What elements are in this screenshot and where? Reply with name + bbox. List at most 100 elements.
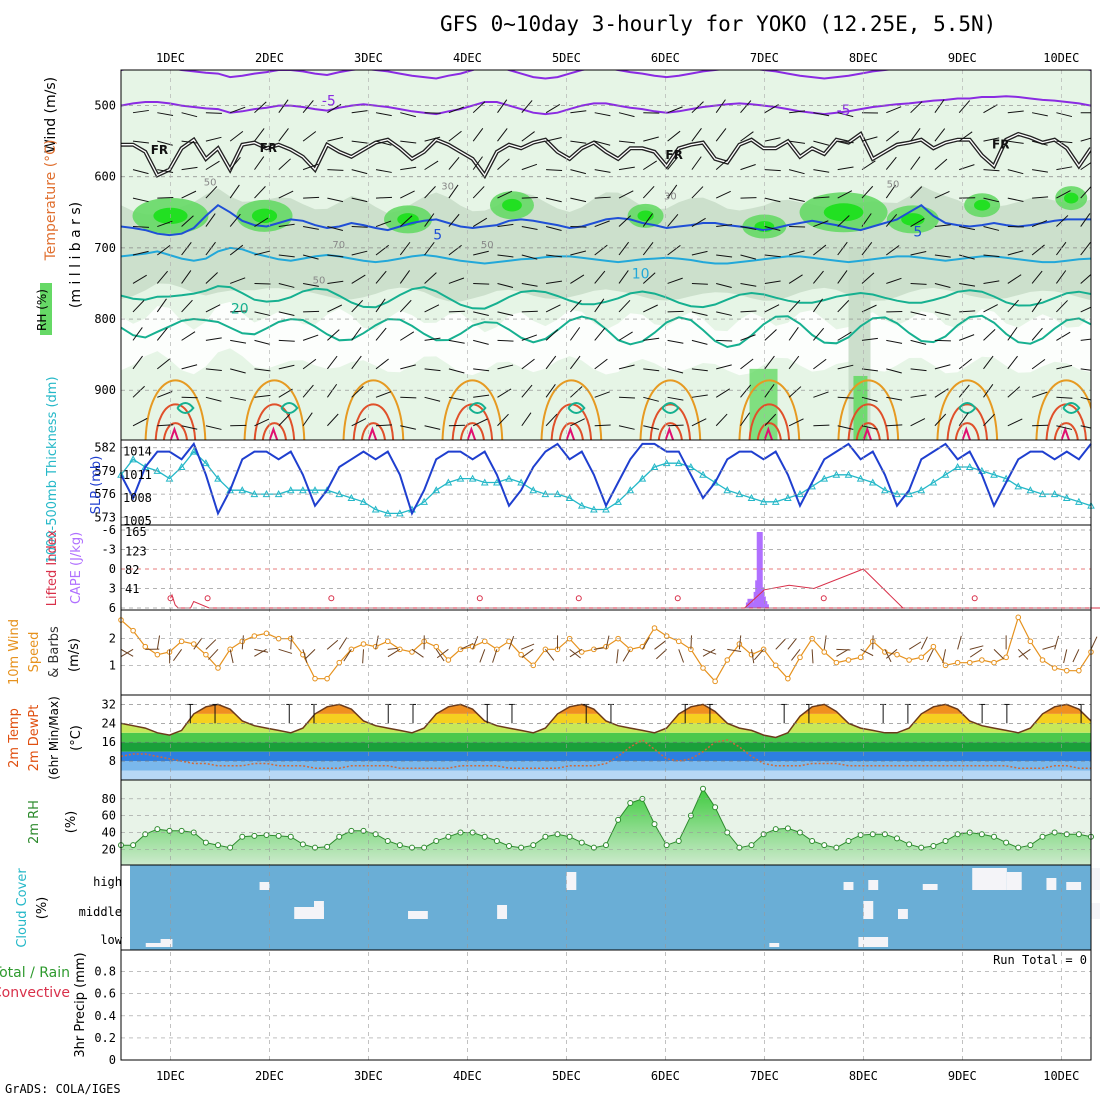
wind-barb	[327, 169, 344, 171]
wind-barb	[959, 282, 976, 287]
thickness-point	[468, 474, 477, 482]
thickness-point	[177, 463, 186, 471]
wind-barb	[1056, 331, 1071, 341]
wind-barb-10m	[993, 648, 1005, 660]
x-tick-label-top: 8DEC	[849, 51, 878, 65]
temperature-arch-peak	[268, 426, 279, 440]
wind-barb	[472, 186, 485, 199]
rh2m-area	[121, 788, 1091, 865]
isotherm-20	[121, 314, 1091, 349]
rh2m-point	[603, 842, 609, 849]
temperature-arch	[738, 379, 801, 440]
wind-barb	[643, 337, 660, 341]
thickness-point	[456, 474, 465, 482]
wind-barb	[400, 364, 416, 370]
wind-barb	[667, 156, 679, 170]
rh2m-point	[287, 833, 294, 840]
temperature-arch	[954, 422, 980, 440]
wind-barb	[400, 190, 415, 199]
thickness-point	[881, 486, 889, 494]
wind-barb	[983, 104, 998, 114]
rh2m-point	[421, 844, 428, 851]
data-layer: -5 -5 5 5 10 20 50 50 70 50 50 30 30 FR FR FR FR	[117, 70, 1100, 947]
wind-barb	[1080, 242, 1091, 256]
thickness-tick: 582	[94, 441, 116, 455]
wind-barb	[983, 226, 1000, 231]
wind-barb	[181, 241, 192, 256]
temperature-arch	[657, 422, 683, 440]
x-tick-label-top: 5DEC	[552, 51, 581, 65]
wind-barb-10m	[823, 635, 827, 650]
wind-barb	[473, 339, 489, 345]
wind-speed-point	[700, 665, 706, 671]
upper-ylabel-temperature: Temperature (°C)	[43, 140, 59, 262]
chart-title: GFS 0~10day 3-hourly for YOKO (12.25E, 5…	[440, 12, 997, 36]
cape-bar	[762, 604, 769, 608]
wind-speed-point	[481, 638, 488, 645]
cloud-high-block	[1006, 872, 1022, 890]
wind-barb	[205, 425, 222, 430]
rh2m-point	[263, 832, 270, 839]
wind-barb	[278, 223, 295, 228]
wind-barb-10m	[969, 648, 983, 658]
wind-barb	[278, 99, 289, 113]
wind-barb	[229, 244, 244, 256]
wind-barb	[667, 277, 683, 284]
rh2m-point	[142, 831, 149, 838]
wind-barb	[156, 270, 168, 284]
wind-barb	[424, 304, 440, 313]
thickness-point	[699, 470, 707, 478]
wind-barb	[958, 131, 973, 142]
temperature-arch	[837, 379, 899, 440]
temperature-arch-peak	[565, 426, 576, 440]
wind-barb	[570, 299, 582, 313]
wind-barb-10m	[508, 635, 515, 650]
thickness-point	[602, 505, 610, 513]
rh2m-point	[493, 837, 500, 844]
precip-ylabel-unit: 3hr Precip (mm)	[73, 952, 88, 1057]
wind-barb	[448, 368, 465, 374]
wind-speed-point	[1063, 667, 1070, 674]
rh2m-point	[384, 837, 391, 844]
wind-barb	[740, 164, 756, 171]
freezing-level-label: FR	[260, 141, 277, 155]
wind-speed-point	[1015, 614, 1022, 621]
cape-tick: 165	[125, 525, 147, 539]
wind-barb	[327, 329, 340, 341]
wind-barb	[1031, 298, 1042, 313]
thickness-ylabel: 1000-500mb Thickness (dm)	[45, 376, 60, 563]
wind-barb	[813, 196, 830, 199]
cloud-level-label: middle	[79, 905, 122, 919]
wind-barb	[1056, 190, 1071, 199]
wind-barb-10m	[926, 649, 934, 663]
rh2m-point	[918, 844, 925, 851]
thickness-point	[1014, 482, 1023, 490]
wind-barb	[910, 394, 927, 398]
thickness-point	[650, 463, 659, 471]
wind-barb	[254, 394, 271, 398]
wind-barb	[351, 386, 364, 398]
wind-barb	[934, 224, 951, 228]
wind-barb	[642, 241, 654, 256]
cloud-level-label: low	[100, 933, 122, 947]
rh2m-point	[906, 841, 913, 848]
rh-contour-label: 50	[481, 240, 494, 251]
rh2m-point	[930, 843, 937, 849]
wind-barb-10m	[302, 649, 308, 663]
wind-speed-point	[384, 638, 391, 645]
wind-barb	[1056, 364, 1073, 370]
wind-barb	[181, 166, 198, 171]
temp-tick: 16	[102, 735, 116, 749]
wind-barb	[375, 196, 393, 199]
wind-barb	[1031, 220, 1048, 228]
temperature-arch	[540, 379, 603, 440]
wind-barb	[521, 412, 532, 427]
rh-saturated-area	[901, 213, 925, 226]
thickness-point	[432, 486, 441, 494]
wind-barb	[788, 327, 799, 341]
wind-speed-point	[954, 659, 961, 666]
wind-barb	[861, 337, 878, 341]
temperature-arch	[855, 422, 881, 440]
wind-barb	[254, 156, 265, 170]
wind-barb	[764, 355, 775, 370]
